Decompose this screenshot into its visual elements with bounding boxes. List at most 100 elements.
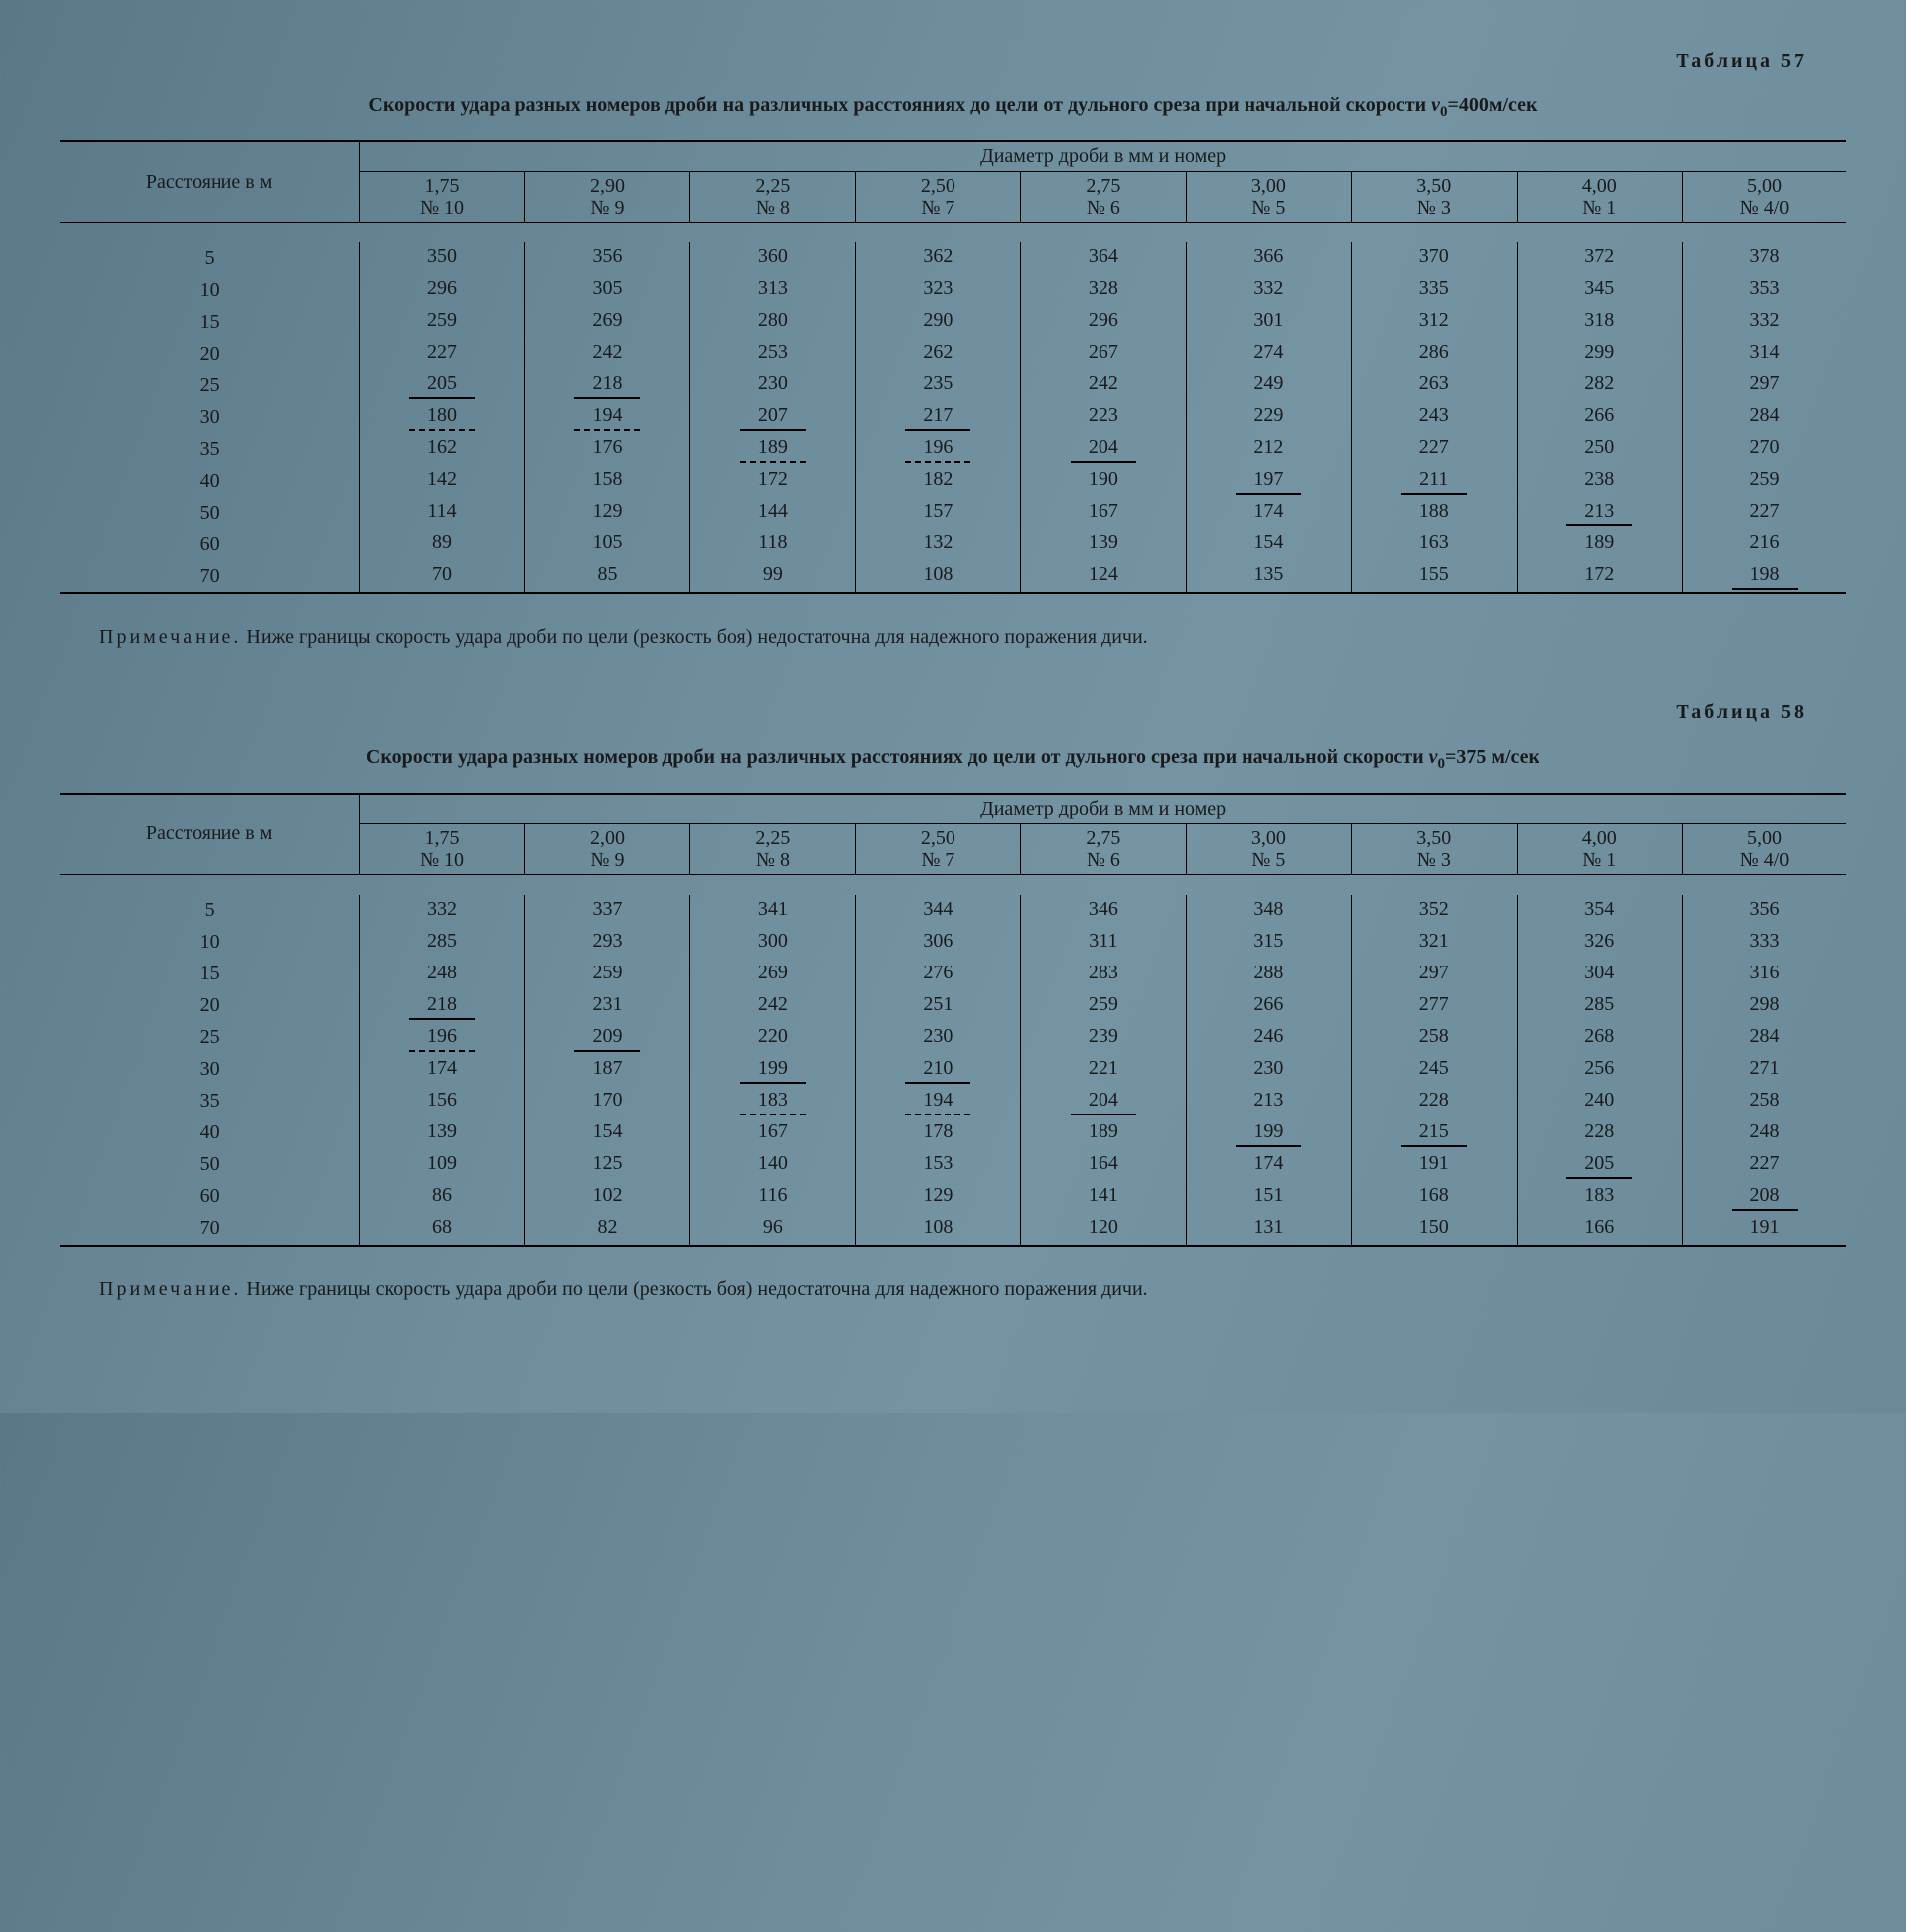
value-cell: 125 <box>524 1149 689 1181</box>
value-cell: 153 <box>855 1149 1020 1181</box>
distance-cell: 10 <box>60 927 360 959</box>
value-cell: 198 <box>1683 560 1847 593</box>
col-header: 3,50№ 3 <box>1352 172 1517 223</box>
value-cell: 259 <box>1683 465 1847 497</box>
value-cell: 263 <box>1352 370 1517 401</box>
value-cell: 189 <box>1021 1117 1186 1149</box>
value-cell: 284 <box>1683 401 1847 433</box>
value-cell: 218 <box>360 990 524 1022</box>
table-58-label: Таблица 58 <box>60 701 1807 724</box>
value-cell: 270 <box>1683 433 1847 465</box>
distance-cell: 50 <box>60 497 360 528</box>
value-cell: 341 <box>690 895 855 927</box>
value-cell: 311 <box>1021 927 1186 959</box>
value-cell: 268 <box>1517 1022 1682 1054</box>
value-cell: 299 <box>1517 338 1682 370</box>
distance-cell: 5 <box>60 895 360 927</box>
value-cell: 332 <box>1186 274 1351 306</box>
value-cell: 102 <box>524 1181 689 1213</box>
value-cell: 208 <box>1683 1181 1847 1213</box>
table-57-head: Расстояние в мДиаметр дроби в мм и номер… <box>60 141 1846 223</box>
table-58-head: Расстояние в мДиаметр дроби в мм и номер… <box>60 794 1846 875</box>
value-cell: 154 <box>1186 528 1351 560</box>
col-header: 1,75№ 10 <box>360 172 524 223</box>
value-cell: 204 <box>1021 433 1186 465</box>
value-cell: 266 <box>1517 401 1682 433</box>
distance-cell: 30 <box>60 401 360 433</box>
value-cell: 315 <box>1186 927 1351 959</box>
value-cell: 180 <box>360 401 524 433</box>
value-cell: 314 <box>1683 338 1847 370</box>
col-header: 2,25№ 8 <box>690 823 855 874</box>
value-cell: 140 <box>690 1149 855 1181</box>
distance-cell: 70 <box>60 560 360 593</box>
col-header: 2,50№ 7 <box>855 172 1020 223</box>
value-cell: 284 <box>1683 1022 1847 1054</box>
value-cell: 207 <box>690 401 855 433</box>
value-cell: 335 <box>1352 274 1517 306</box>
value-cell: 345 <box>1517 274 1682 306</box>
value-cell: 212 <box>1186 433 1351 465</box>
col-header: 1,75№ 10 <box>360 823 524 874</box>
value-cell: 269 <box>524 306 689 338</box>
value-cell: 238 <box>1517 465 1682 497</box>
value-cell: 156 <box>360 1086 524 1117</box>
table-57-note: Примечание. Ниже границы скорость удара … <box>99 622 1807 652</box>
value-cell: 353 <box>1683 274 1847 306</box>
col-header: 2,25№ 8 <box>690 172 855 223</box>
value-cell: 251 <box>855 990 1020 1022</box>
value-cell: 293 <box>524 927 689 959</box>
distance-cell: 25 <box>60 370 360 401</box>
distance-cell: 15 <box>60 959 360 990</box>
value-cell: 189 <box>690 433 855 465</box>
value-cell: 183 <box>1517 1181 1682 1213</box>
value-cell: 204 <box>1021 1086 1186 1117</box>
value-cell: 364 <box>1021 242 1186 274</box>
value-cell: 85 <box>524 560 689 593</box>
value-cell: 259 <box>524 959 689 990</box>
distance-cell: 35 <box>60 433 360 465</box>
value-cell: 223 <box>1021 401 1186 433</box>
value-cell: 332 <box>360 895 524 927</box>
value-cell: 227 <box>360 338 524 370</box>
table-57-caption: Скорости удара разных номеров дроби на р… <box>119 92 1787 122</box>
value-cell: 282 <box>1517 370 1682 401</box>
table-58-body: 5332337341344346348352354356102852933003… <box>60 874 1846 1246</box>
value-cell: 286 <box>1352 338 1517 370</box>
value-cell: 221 <box>1021 1054 1186 1086</box>
value-cell: 213 <box>1517 497 1682 528</box>
value-cell: 211 <box>1352 465 1517 497</box>
value-cell: 243 <box>1352 401 1517 433</box>
col-header: 2,00№ 9 <box>524 823 689 874</box>
value-cell: 248 <box>360 959 524 990</box>
value-cell: 196 <box>360 1022 524 1054</box>
value-cell: 162 <box>360 433 524 465</box>
value-cell: 288 <box>1186 959 1351 990</box>
col-header: 2,75№ 6 <box>1021 823 1186 874</box>
value-cell: 227 <box>1683 497 1847 528</box>
value-cell: 318 <box>1517 306 1682 338</box>
value-cell: 333 <box>1683 927 1847 959</box>
value-cell: 105 <box>524 528 689 560</box>
distance-cell: 25 <box>60 1022 360 1054</box>
value-cell: 269 <box>690 959 855 990</box>
value-cell: 312 <box>1352 306 1517 338</box>
value-cell: 190 <box>1021 465 1186 497</box>
value-cell: 258 <box>1352 1022 1517 1054</box>
value-cell: 301 <box>1186 306 1351 338</box>
value-cell: 370 <box>1352 242 1517 274</box>
value-cell: 354 <box>1517 895 1682 927</box>
value-cell: 108 <box>855 1213 1020 1246</box>
value-cell: 178 <box>855 1117 1020 1149</box>
value-cell: 129 <box>855 1181 1020 1213</box>
value-cell: 118 <box>690 528 855 560</box>
value-cell: 158 <box>524 465 689 497</box>
value-cell: 124 <box>1021 560 1186 593</box>
value-cell: 116 <box>690 1181 855 1213</box>
value-cell: 215 <box>1352 1117 1517 1149</box>
value-cell: 183 <box>690 1086 855 1117</box>
value-cell: 89 <box>360 528 524 560</box>
value-cell: 248 <box>1683 1117 1847 1149</box>
value-cell: 230 <box>1186 1054 1351 1086</box>
value-cell: 109 <box>360 1149 524 1181</box>
